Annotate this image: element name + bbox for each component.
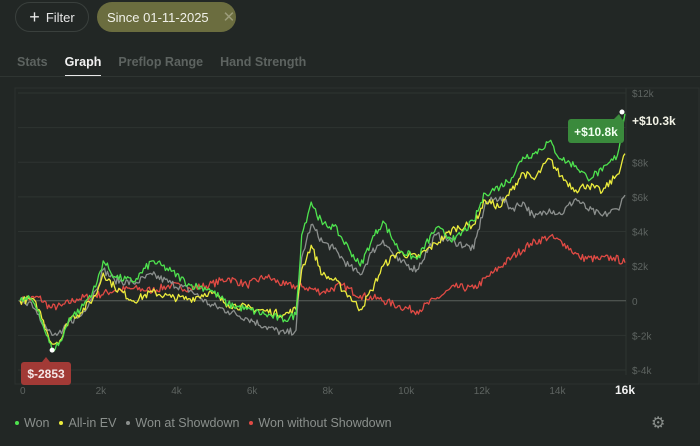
max-value-badge xyxy=(568,119,624,143)
y-tick-label: $8k xyxy=(632,158,649,169)
legend-dot xyxy=(15,421,19,425)
y-tick-label: $6k xyxy=(632,193,649,204)
tab-stats[interactable]: Stats xyxy=(17,55,48,69)
legend-dot xyxy=(249,421,254,425)
x-tick-label: 16k xyxy=(615,383,635,397)
legend-won-at-showdown[interactable]: Won at Showdown xyxy=(126,416,239,430)
min-value-badge xyxy=(21,362,71,385)
x-tick-label: 0 xyxy=(20,386,26,397)
max-point-marker xyxy=(619,109,625,115)
tab-hand-strength[interactable]: Hand Strength xyxy=(220,55,307,69)
filter-label: Filter xyxy=(45,9,75,25)
legend-won[interactable]: Won xyxy=(15,416,49,430)
divider xyxy=(0,76,700,77)
x-tick-label: 12k xyxy=(474,386,491,397)
legend-dot xyxy=(126,421,131,425)
x-tick-label: 10k xyxy=(398,386,415,397)
max-badge-pointer xyxy=(614,114,622,119)
date-filter-chip[interactable]: Since 01-11-2025 ✕ xyxy=(97,2,236,32)
min-value-label: $-2853 xyxy=(27,367,65,381)
y-tick-label: $12k xyxy=(632,89,655,100)
y-tick-label: $-4k xyxy=(632,366,652,377)
y-tick-label: $-2k xyxy=(632,331,652,342)
legend-dot xyxy=(59,421,64,425)
close-icon[interactable]: ✕ xyxy=(222,9,236,26)
gear-icon[interactable]: ⚙ xyxy=(651,415,666,432)
filter-button[interactable]: + Filter xyxy=(15,2,89,32)
x-tick-label: 14k xyxy=(549,386,566,397)
legend-all-in-ev[interactable]: All-in EV xyxy=(59,416,116,430)
legend: Won All-in EV Won at Showdown Won withou… xyxy=(15,416,402,430)
x-tick-label: 8k xyxy=(323,386,335,397)
tab-bar: Stats Graph Preflop Range Hand Strength xyxy=(17,55,323,77)
chip-label: Since 01-11-2025 xyxy=(107,9,209,25)
final-value-label: +$10.3k xyxy=(632,114,676,128)
series-line-all-in-ev xyxy=(19,153,626,346)
y-tick-label: $4k xyxy=(632,228,649,239)
y-tick-label: $2k xyxy=(632,262,649,273)
x-tick-label: 2k xyxy=(96,386,108,397)
max-value-label: +$10.8k xyxy=(574,125,618,139)
series-line-won-at-showdown xyxy=(19,194,626,337)
legend-won-without-showdown[interactable]: Won without Showdown xyxy=(249,416,392,430)
tab-preflop-range[interactable]: Preflop Range xyxy=(118,55,204,69)
x-tick-label: 4k xyxy=(171,386,183,397)
chart-frame xyxy=(14,87,700,385)
min-point-marker xyxy=(49,347,55,353)
plus-icon: + xyxy=(29,7,40,27)
y-tick-label: 0 xyxy=(632,297,638,308)
x-tick-label: 6k xyxy=(247,386,259,397)
min-badge-pointer xyxy=(42,357,50,362)
series-line-won xyxy=(19,113,626,353)
